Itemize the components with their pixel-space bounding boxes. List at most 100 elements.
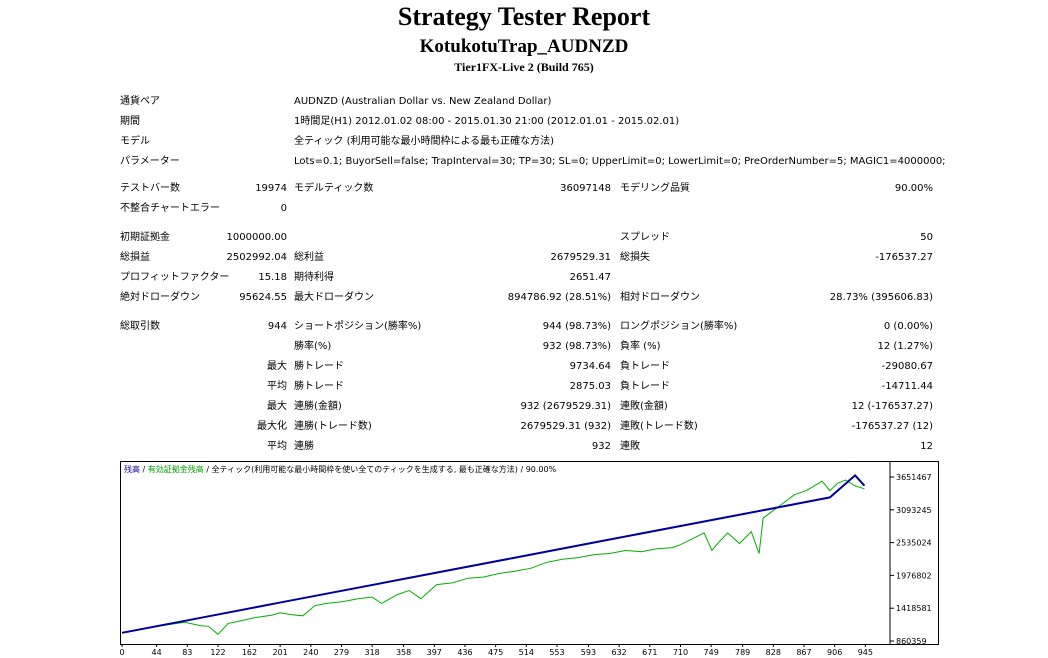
settings-value: 全ティック (利用可能な最小時間枠による最も正確な方法) [294, 136, 555, 147]
y-tick-label: 1976802 [896, 571, 932, 580]
stat-label: 総損益 [120, 252, 150, 263]
settings-value: Lots=0.1; BuyorSell=false; TrapInterval=… [294, 156, 946, 167]
y-tick-label: 1418581 [896, 604, 932, 613]
stat-label: 負トレード [620, 381, 670, 392]
settings-row: 通貨ペア AUDNZD (Australian Dollar vs. New Z… [0, 94, 1048, 110]
x-tick-label: 240 [303, 648, 318, 657]
stat-qualifier: 最大 [267, 361, 287, 372]
stat-value: 944 (98.73%) [542, 321, 611, 332]
x-tick-label: 945 [858, 648, 873, 657]
stat-qualifier: 最大 [267, 401, 287, 412]
stat-value: 932 (2679529.31) [520, 401, 611, 412]
series-line-balance [121, 474, 866, 634]
stat-value: 2875.03 [569, 381, 611, 392]
settings-value: 1時間足(H1) 2012.01.02 08:00 - 2015.01.30 2… [294, 116, 680, 127]
x-tick-label: 789 [735, 648, 750, 657]
stat-value: 95624.55 [239, 292, 287, 303]
stat-value: 2679529.31 [550, 252, 611, 263]
stat-value: 0 [280, 203, 287, 214]
stats-row: 平均 勝トレード 2875.03 負トレード -14711.44 [0, 379, 1048, 395]
stat-value: 2651.47 [569, 272, 611, 283]
x-tick-label: 358 [396, 648, 411, 657]
stat-label: 総損失 [620, 252, 650, 263]
settings-label: パラメーター [120, 156, 180, 167]
y-axis: 3651467 3093245 2535024 1976802 1418581 86035… [890, 473, 932, 646]
stat-value: 944 [267, 321, 287, 332]
stat-value: 19974 [255, 183, 287, 194]
stat-value: -176537.27 (12) [851, 421, 933, 432]
chart-legend: 残高 / 有効証拠金残高 / 全ティック(利用可能な最小時間枠を使い全てのティッ… [124, 464, 557, 474]
settings-row: パラメーター Lots=0.1; BuyorSell=false; TrapIn… [0, 154, 1048, 170]
stat-value: 1000000.00 [226, 232, 287, 243]
stat-label: 最大ドローダウン [294, 292, 374, 303]
x-tick-label: 397 [427, 648, 442, 657]
chart-frame [120, 461, 939, 645]
legend-separator: / [140, 465, 148, 474]
y-tick-label: 2535024 [896, 539, 932, 548]
stats-row: 総取引数 944 ショートポジション(勝率%) 944 (98.73%) ロング… [0, 319, 1048, 335]
stats-row: 最大 勝トレード 9734.64 負トレード -29080.67 [0, 359, 1048, 375]
stat-label: 相対ドローダウン [620, 292, 700, 303]
stat-label: 勝トレード [294, 381, 344, 392]
legend-model-info: 全ティック(利用可能な最小時間枠を使い全てのティックを生成する, 最も正確な方法… [212, 464, 557, 474]
stat-value: -14711.44 [881, 381, 933, 392]
stat-value: 2502992.04 [226, 252, 287, 263]
x-tick-label: 475 [488, 648, 503, 657]
y-tick-label: 3093245 [896, 506, 932, 515]
stat-qualifier: 最大化 [257, 421, 287, 432]
stat-value: 90.00% [894, 183, 933, 194]
x-tick-label: 749 [704, 648, 719, 657]
stat-qualifier: 平均 [267, 381, 287, 392]
settings-label: 期間 [120, 116, 140, 127]
stats-row: 最大化 連勝(トレード数) 2679529.31 (932) 連敗(トレード数)… [0, 419, 1048, 435]
x-tick-label: 632 [611, 648, 626, 657]
stat-value: -176537.27 [875, 252, 933, 263]
legend-equity: 有効証拠金残高 [148, 464, 204, 474]
x-tick-label: 828 [766, 648, 781, 657]
stat-label: 負率 (%) [620, 341, 661, 352]
stat-label: プロフィットファクター [120, 272, 230, 283]
stat-label: 負トレード [620, 361, 670, 372]
stat-value: 12 (-176537.27) [851, 401, 933, 412]
equity-chart: 残高 / 有効証拠金残高 / 全ティック(利用可能な最小時間枠を使い全てのティッ… [120, 461, 939, 657]
stat-label: 連勝(トレード数) [294, 421, 372, 432]
stats-row: テストバー数 19974 モデルティック数 36097148 モデリング品質 9… [0, 181, 1048, 197]
x-tick-label: 906 [827, 648, 842, 657]
ea-name: KotukotuTrap_AUDNZD [419, 36, 629, 57]
server-name: Tier1FX-Live 2 (Build 765) [454, 60, 594, 74]
settings-row: 期間 1時間足(H1) 2012.01.02 08:00 - 2015.01.3… [0, 114, 1048, 130]
stat-label: 絶対ドローダウン [120, 292, 200, 303]
stat-label: 総利益 [294, 252, 324, 263]
stats-row: プロフィットファクター 15.18 期待利得 2651.47 [0, 270, 1048, 286]
stat-value: 2679529.31 (932) [520, 421, 611, 432]
stat-label: 不整合チャートエラー [120, 203, 220, 214]
stat-value: 28.73% (395606.83) [829, 292, 933, 303]
settings-value: AUDNZD (Australian Dollar vs. New Zealan… [294, 96, 552, 107]
x-tick-label: 436 [457, 648, 472, 657]
stat-label: 勝トレード [294, 361, 344, 372]
stat-value: 932 [591, 441, 611, 452]
stats-row: 不整合チャートエラー 0 [0, 201, 1048, 217]
x-axis: 0 44 83 122 162 201 240 279 318 358 397 436 475 514 55… [120, 644, 873, 657]
stat-value: -29080.67 [881, 361, 933, 372]
stat-label: 総取引数 [120, 321, 160, 332]
stat-label: ショートポジション(勝率%) [294, 321, 422, 332]
stats-row: 平均 連勝 932 連敗 12 [0, 439, 1048, 455]
stat-label: 初期証拠金 [120, 232, 170, 243]
legend-balance: 残高 [124, 464, 140, 474]
x-tick-label: 318 [364, 648, 379, 657]
stat-label: 連勝 [294, 441, 314, 452]
stats-row: 勝率(%) 932 (98.73%) 負率 (%) 12 (1.27%) [0, 339, 1048, 355]
x-tick-label: 162 [242, 648, 257, 657]
stat-label: 連敗(トレード数) [620, 421, 698, 432]
stat-label: 勝率(%) [294, 341, 332, 352]
stat-value: 12 [920, 441, 933, 452]
y-tick-label: 860359 [896, 637, 927, 646]
stat-qualifier: 平均 [267, 441, 287, 452]
stat-value: 50 [920, 232, 933, 243]
x-tick-label: 710 [673, 648, 688, 657]
y-tick-label: 3651467 [896, 473, 932, 482]
x-tick-label: 0 [120, 648, 125, 657]
x-tick-label: 867 [796, 648, 811, 657]
report-title: Strategy Tester Report [397, 2, 651, 31]
